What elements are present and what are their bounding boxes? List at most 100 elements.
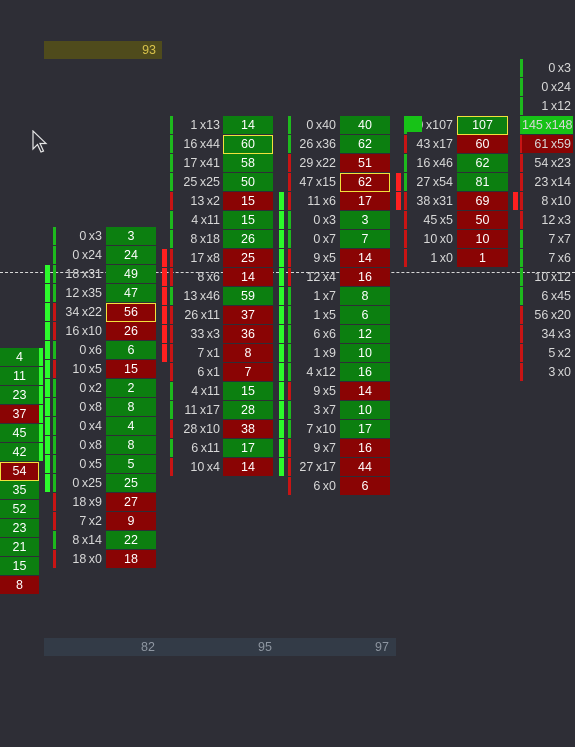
delta-cell[interactable]: 5 xyxy=(106,455,156,474)
delta-cell[interactable]: 17 xyxy=(340,420,390,439)
delta-cell[interactable]: 16 xyxy=(340,268,390,287)
delta-cell[interactable]: 9 xyxy=(106,512,156,531)
delta-cell[interactable]: 36 xyxy=(223,325,273,344)
delta-cell[interactable]: 10 xyxy=(340,401,390,420)
delta-cell[interactable]: 7 xyxy=(340,230,390,249)
delta-cell[interactable]: 1 xyxy=(457,249,508,268)
delta-cell[interactable]: 62 xyxy=(457,154,508,173)
delta-cell[interactable]: 8 xyxy=(0,576,39,595)
delta-cell[interactable]: 51 xyxy=(340,154,390,173)
bid-volume: 1 xyxy=(190,118,198,132)
delta-cell[interactable]: 62 xyxy=(340,173,390,192)
delta-cell[interactable]: 28 xyxy=(223,401,273,420)
delta-cell[interactable]: 14 xyxy=(223,268,273,287)
delta-cell[interactable]: 25 xyxy=(223,249,273,268)
delta-cell[interactable]: 16 xyxy=(340,439,390,458)
delta-cell[interactable]: 50 xyxy=(223,173,273,192)
delta-cell[interactable]: 40 xyxy=(340,116,390,135)
delta-cell[interactable]: 10 xyxy=(457,230,508,249)
delta-cell[interactable]: 15 xyxy=(223,211,273,230)
delta-cell[interactable]: 45 xyxy=(0,424,39,443)
delta-cell[interactable]: 24 xyxy=(106,246,156,265)
bid-volume: 10 xyxy=(72,362,87,376)
delta-cell[interactable]: 3 xyxy=(340,211,390,230)
delta-cell[interactable]: 15 xyxy=(223,192,273,211)
delta-cell[interactable]: 12 xyxy=(340,325,390,344)
delta-cell[interactable]: 56 xyxy=(106,303,156,322)
delta-cell[interactable]: 26 xyxy=(223,230,273,249)
ask-volume: 5 xyxy=(329,251,336,265)
delta-cell[interactable]: 15 xyxy=(0,557,39,576)
delta-cell[interactable]: 7 xyxy=(223,363,273,382)
delta-cell[interactable]: 27 xyxy=(106,493,156,512)
delta-cell[interactable]: 3 xyxy=(106,227,156,246)
bid-volume: 12 xyxy=(306,270,321,284)
delta-cell[interactable]: 37 xyxy=(223,306,273,325)
delta-cell[interactable]: 8 xyxy=(106,436,156,455)
delta-cell[interactable]: 14 xyxy=(340,249,390,268)
delta-cell[interactable]: 2 xyxy=(106,379,156,398)
delta-cell[interactable]: 8 xyxy=(340,287,390,306)
delta-cell[interactable]: 4 xyxy=(106,417,156,436)
delta-cell[interactable]: 22 xyxy=(106,531,156,550)
delta-cell[interactable]: 14 xyxy=(223,116,273,135)
delta-cell[interactable]: 23 xyxy=(0,386,39,405)
delta-cell[interactable]: 42 xyxy=(0,443,39,462)
delta-cell[interactable]: 23 xyxy=(0,519,39,538)
delta-cell[interactable]: 50 xyxy=(457,211,508,230)
delta-cell[interactable]: 4 xyxy=(0,348,39,367)
delta-cell[interactable]: 47 xyxy=(106,284,156,303)
delta-cell[interactable]: 18 xyxy=(106,550,156,569)
delta-cell[interactable]: 6 xyxy=(340,477,390,496)
delta-cell[interactable]: 81 xyxy=(457,173,508,192)
delta-cell[interactable]: 38 xyxy=(223,420,273,439)
delta-cell[interactable]: 35 xyxy=(0,481,39,500)
level-tick xyxy=(288,382,291,400)
level-tick xyxy=(53,398,56,416)
level-tick xyxy=(53,246,56,264)
bid-volume: 0 xyxy=(79,457,87,471)
level-tick xyxy=(170,268,173,286)
ask-volume: 2 xyxy=(95,514,102,528)
delta-cell[interactable]: 60 xyxy=(457,135,508,154)
delta-cell[interactable]: 8 xyxy=(223,344,273,363)
delta-cell[interactable]: 25 xyxy=(106,474,156,493)
delta-cell[interactable]: 52 xyxy=(0,500,39,519)
delta-cell[interactable]: 6 xyxy=(106,341,156,360)
bid-ask-label: 7 x1 xyxy=(174,344,222,362)
delta-cell[interactable]: 54 xyxy=(0,462,39,481)
ask-volume: 24 xyxy=(557,80,571,94)
delta-cell[interactable]: 69 xyxy=(457,192,508,211)
delta-cell[interactable]: 14 xyxy=(223,458,273,477)
delta-cell[interactable]: 107 xyxy=(457,116,508,135)
delta-cell[interactable]: 26 xyxy=(106,322,156,341)
bid-volume: 3 xyxy=(313,403,321,417)
delta-cell[interactable]: 58 xyxy=(223,154,273,173)
delta-cell[interactable]: 10 xyxy=(340,344,390,363)
bid-ask-label: 6 x11 xyxy=(174,439,222,457)
delta-cell[interactable]: 37 xyxy=(0,405,39,424)
delta-cell[interactable]: 16 xyxy=(340,363,390,382)
delta-cell[interactable]: 15 xyxy=(223,382,273,401)
delta-cell[interactable]: 17 xyxy=(340,192,390,211)
level-tick xyxy=(170,363,173,381)
level-tick xyxy=(288,363,291,381)
level-tick xyxy=(170,439,173,457)
delta-cell[interactable]: 8 xyxy=(106,398,156,417)
delta-cell[interactable]: 14 xyxy=(340,382,390,401)
delta-cell[interactable]: 62 xyxy=(340,135,390,154)
delta-cell[interactable]: 11 xyxy=(0,367,39,386)
times-separator: x xyxy=(430,137,440,151)
bid-ask-label: 0 x8 xyxy=(56,436,104,454)
bid-ask-label: 17 x41 xyxy=(174,154,222,172)
delta-cell[interactable]: 21 xyxy=(0,538,39,557)
delta-cell[interactable]: 15 xyxy=(106,360,156,379)
delta-cell[interactable]: 59 xyxy=(223,287,273,306)
delta-cell[interactable]: 60 xyxy=(223,135,273,154)
times-separator: x xyxy=(555,61,565,75)
delta-cell[interactable]: 49 xyxy=(106,265,156,284)
delta-cell[interactable]: 17 xyxy=(223,439,273,458)
delta-cell[interactable]: 6 xyxy=(340,306,390,325)
delta-cell[interactable]: 44 xyxy=(340,458,390,477)
